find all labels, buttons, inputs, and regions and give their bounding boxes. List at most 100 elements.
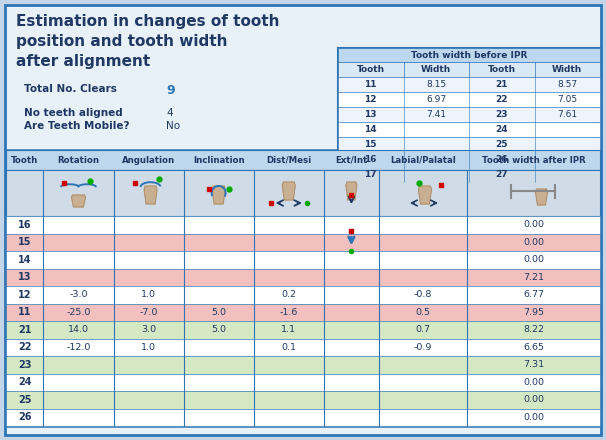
Text: 5.0: 5.0	[211, 308, 226, 317]
Polygon shape	[72, 195, 85, 207]
Text: 22: 22	[496, 95, 508, 104]
Text: 9: 9	[166, 84, 175, 97]
Text: 3.0: 3.0	[141, 325, 156, 334]
Text: 14: 14	[364, 125, 377, 134]
Text: 26: 26	[496, 155, 508, 164]
Bar	[338, 152, 600, 167]
Text: Are Teeth Mobile?: Are Teeth Mobile?	[24, 121, 130, 131]
Bar	[6, 321, 600, 338]
Text: Tooth width before IPR: Tooth width before IPR	[411, 51, 527, 59]
Bar	[338, 92, 600, 107]
Text: Tooth: Tooth	[488, 65, 516, 74]
Text: 23: 23	[18, 360, 32, 370]
Bar	[338, 107, 600, 122]
Text: Width: Width	[552, 65, 582, 74]
Text: Angulation: Angulation	[122, 155, 175, 165]
Bar	[6, 268, 600, 286]
Text: -1.6: -1.6	[279, 308, 298, 317]
Text: 8.15: 8.15	[426, 80, 446, 89]
Text: -3.0: -3.0	[69, 290, 88, 299]
Text: 0.00: 0.00	[523, 413, 544, 422]
Bar	[6, 304, 600, 321]
Text: -0.9: -0.9	[414, 343, 432, 352]
Text: 0.2: 0.2	[281, 290, 296, 299]
Bar	[6, 216, 600, 234]
Text: after alignment: after alignment	[16, 54, 150, 69]
Text: 15: 15	[364, 140, 377, 149]
Polygon shape	[282, 182, 295, 200]
Bar	[6, 150, 600, 170]
Text: 11: 11	[18, 307, 32, 317]
Bar	[338, 77, 600, 92]
Bar	[338, 62, 600, 77]
Text: 1.1: 1.1	[281, 325, 296, 334]
Text: 6.65: 6.65	[523, 343, 544, 352]
Bar	[6, 234, 600, 251]
Text: 0.00: 0.00	[523, 395, 544, 404]
Text: 1.0: 1.0	[141, 290, 156, 299]
Text: 8.22: 8.22	[523, 325, 544, 334]
Text: 6.77: 6.77	[523, 290, 544, 299]
Text: 7.21: 7.21	[523, 273, 544, 282]
Text: 12: 12	[364, 95, 377, 104]
Bar	[6, 356, 600, 374]
Text: 0.00: 0.00	[523, 255, 544, 264]
Text: Tooth width after IPR: Tooth width after IPR	[482, 155, 585, 165]
Text: 12: 12	[18, 290, 32, 300]
Text: Tooth: Tooth	[11, 155, 38, 165]
Polygon shape	[346, 182, 357, 200]
Text: 13: 13	[364, 110, 377, 119]
Text: 25: 25	[496, 140, 508, 149]
Text: Dist/Mesi: Dist/Mesi	[266, 155, 311, 165]
Polygon shape	[536, 189, 547, 205]
Text: 13: 13	[18, 272, 32, 282]
Text: 26: 26	[18, 412, 32, 422]
Text: -7.0: -7.0	[139, 308, 158, 317]
Text: Total No. Clears: Total No. Clears	[24, 84, 117, 94]
Text: 11: 11	[364, 80, 377, 89]
Text: 17: 17	[364, 170, 377, 179]
Text: 16: 16	[364, 155, 377, 164]
Text: 7.41: 7.41	[426, 110, 446, 119]
Bar	[6, 170, 600, 216]
Text: 27: 27	[496, 170, 508, 179]
Polygon shape	[419, 186, 431, 204]
Bar	[338, 137, 600, 152]
Text: 7.05: 7.05	[557, 95, 578, 104]
Text: 16: 16	[18, 220, 32, 230]
Bar	[6, 338, 600, 356]
Text: 7.95: 7.95	[523, 308, 544, 317]
Text: Width: Width	[421, 65, 451, 74]
Text: 21: 21	[18, 325, 32, 335]
Text: 23: 23	[496, 110, 508, 119]
Text: 25: 25	[18, 395, 32, 405]
Text: 8.57: 8.57	[557, 80, 578, 89]
Bar	[338, 48, 600, 62]
Text: No: No	[166, 121, 180, 131]
Bar	[338, 122, 600, 137]
Text: 0.1: 0.1	[281, 343, 296, 352]
Text: Labial/Palatal: Labial/Palatal	[390, 155, 456, 165]
Text: 1.0: 1.0	[141, 343, 156, 352]
Bar	[338, 167, 600, 182]
Text: Rotation: Rotation	[58, 155, 99, 165]
Polygon shape	[144, 186, 157, 204]
Bar	[6, 408, 600, 426]
Text: 0.00: 0.00	[523, 238, 544, 247]
Text: -0.8: -0.8	[414, 290, 432, 299]
Text: Estimation in changes of tooth: Estimation in changes of tooth	[16, 14, 279, 29]
Text: 24: 24	[18, 377, 32, 387]
Polygon shape	[212, 186, 225, 204]
Text: 6.97: 6.97	[426, 95, 446, 104]
Text: Ext/Int: Ext/Int	[335, 155, 367, 165]
Text: 7.31: 7.31	[523, 360, 544, 369]
Text: 24: 24	[496, 125, 508, 134]
Text: -25.0: -25.0	[66, 308, 91, 317]
Text: 0.5: 0.5	[416, 308, 430, 317]
Bar	[6, 286, 600, 304]
Text: 0.7: 0.7	[416, 325, 430, 334]
Bar	[6, 150, 600, 426]
Text: 0.00: 0.00	[523, 220, 544, 229]
Text: 4: 4	[166, 108, 173, 118]
Text: Tooth: Tooth	[357, 65, 385, 74]
